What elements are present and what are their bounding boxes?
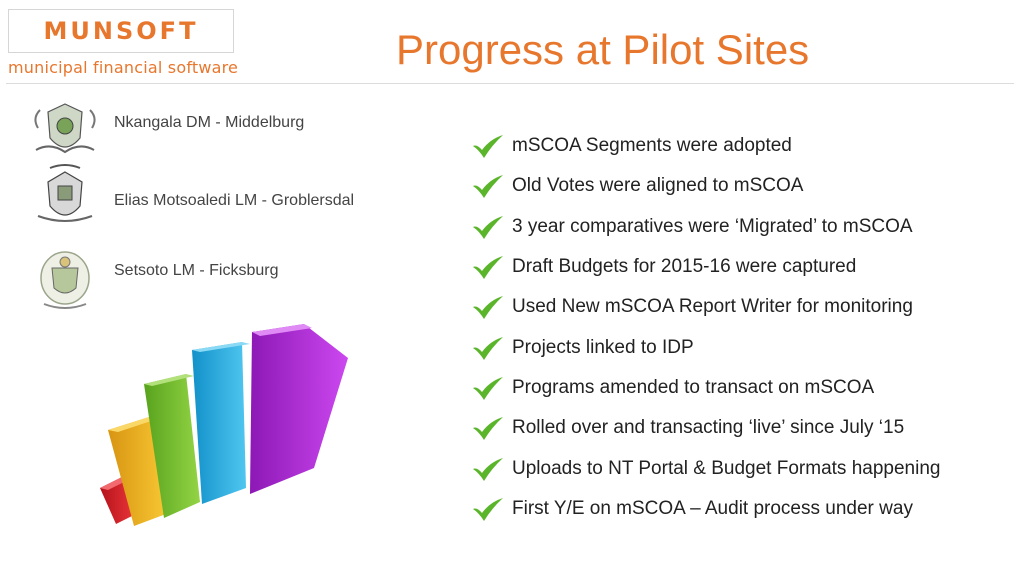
site-item-elias-motsoaledi: Elias Motsoaledi LM - Groblersdal	[30, 160, 410, 232]
elias-motsoaledi-crest-icon	[37, 164, 93, 222]
list-item-label: Uploads to NT Portal & Budget Formats ha…	[512, 457, 941, 479]
checkmark-icon	[473, 135, 503, 159]
title-divider	[6, 83, 1014, 84]
list-item: Rolled over and transacting ‘live’ since…	[470, 408, 1010, 448]
checkmark-icon	[473, 256, 503, 280]
checkmark-icon	[473, 457, 503, 481]
checkmark-icon	[473, 215, 503, 239]
progress-checklist: mSCOA Segments were adopted Old Votes we…	[470, 126, 1010, 529]
logo-tagline: municipal financial software	[8, 58, 239, 77]
checkmark-icon	[473, 376, 503, 400]
checkmark-icon	[473, 175, 503, 199]
list-item: First Y/E on mSCOA – Audit process under…	[470, 489, 1010, 529]
list-item: 3 year comparatives were ‘Migrated’ to m…	[470, 207, 1010, 247]
list-item-label: 3 year comparatives were ‘Migrated’ to m…	[512, 215, 913, 237]
site-item-setsoto: Setsoto LM - Ficksburg	[30, 246, 410, 318]
list-item-label: mSCOA Segments were adopted	[512, 135, 792, 157]
munsoft-logo: MUNSOFT	[8, 9, 234, 53]
checkmark-icon	[473, 296, 503, 320]
list-item: Uploads to NT Portal & Budget Formats ha…	[470, 448, 1010, 488]
list-item-label: Rolled over and transacting ‘live’ since…	[512, 417, 905, 439]
rising-bars-icon	[100, 324, 348, 526]
list-item: Projects linked to IDP	[470, 327, 1010, 367]
list-item-label: Used New mSCOA Report Writer for monitor…	[512, 296, 913, 318]
site-label: Elias Motsoaledi LM - Groblersdal	[114, 192, 355, 209]
list-item-label: Programs amended to transact on mSCOA	[512, 376, 875, 398]
checkmark-icon	[473, 497, 503, 521]
nkangala-crest-icon	[34, 103, 96, 154]
logo-wordmark: MUNSOFT	[43, 17, 199, 45]
list-item-label: Projects linked to IDP	[512, 336, 694, 358]
checkmark-icon	[473, 417, 503, 441]
list-item-label: Draft Budgets for 2015-16 were captured	[512, 256, 857, 278]
list-item-label: First Y/E on mSCOA – Audit process under…	[512, 497, 913, 519]
list-item: Programs amended to transact on mSCOA	[470, 368, 1010, 408]
checkmark-icon	[473, 336, 503, 360]
list-item-label: Old Votes were aligned to mSCOA	[512, 175, 804, 197]
site-label: Setsoto LM - Ficksburg	[114, 262, 279, 279]
site-item-nkangala: Nkangala DM - Middelburg	[30, 98, 410, 170]
list-item: mSCOA Segments were adopted	[470, 126, 1010, 166]
page-title: Progress at Pilot Sites	[396, 26, 810, 73]
list-item: Draft Budgets for 2015-16 were captured	[470, 247, 1010, 287]
list-item: Old Votes were aligned to mSCOA	[470, 166, 1010, 206]
list-item: Used New mSCOA Report Writer for monitor…	[470, 287, 1010, 327]
site-label: Nkangala DM - Middelburg	[114, 114, 305, 131]
setsoto-crest-icon	[40, 251, 90, 309]
